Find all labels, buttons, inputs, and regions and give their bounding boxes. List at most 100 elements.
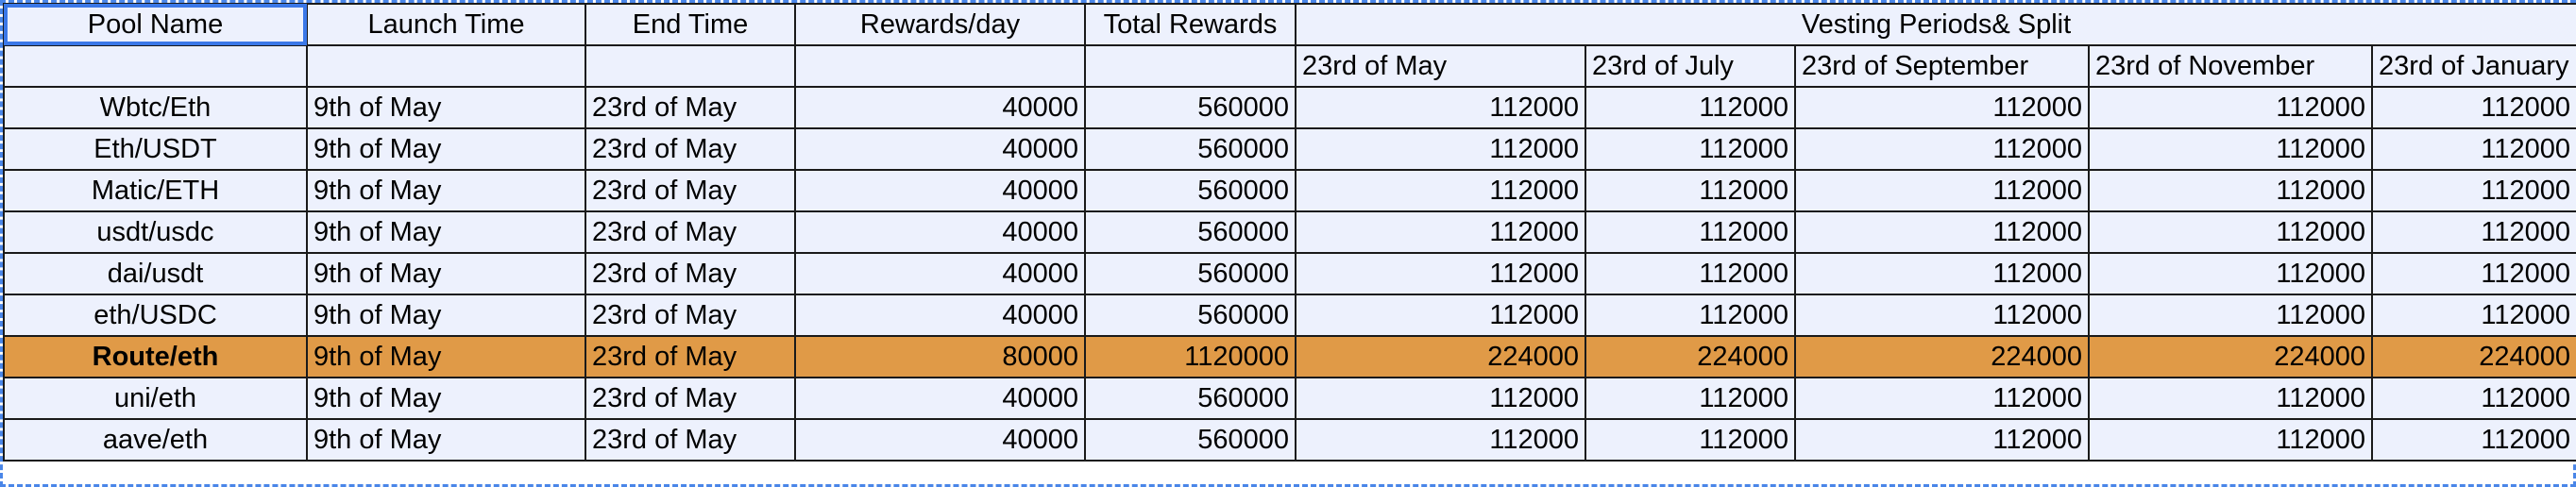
cell-total-rewards[interactable]: 560000	[1084, 86, 1296, 129]
cell-vesting-amount[interactable]: 112000	[1794, 377, 2090, 420]
cell-vesting-amount[interactable]: 224000	[2370, 335, 2576, 378]
header-vesting-date[interactable]: 23rd of November	[2088, 44, 2373, 88]
cell-vesting-amount[interactable]: 112000	[2370, 377, 2576, 420]
cell-pool-name[interactable]: eth/USDC	[3, 294, 308, 337]
cell-total-rewards[interactable]: 560000	[1084, 252, 1296, 295]
cell-total-rewards[interactable]: 560000	[1084, 377, 1296, 420]
cell-vesting-amount[interactable]: 112000	[2088, 127, 2373, 171]
cell-pool-name[interactable]: usdt/usdc	[3, 210, 308, 254]
cell-rewards-per-day[interactable]: 40000	[794, 377, 1086, 420]
cell-vesting-amount[interactable]: 112000	[1585, 418, 1796, 462]
cell-pool-name[interactable]: Wbtc/Eth	[3, 86, 308, 129]
cell-end-time[interactable]: 23rd of May	[585, 127, 796, 171]
cell-pool-name[interactable]: uni/eth	[3, 377, 308, 420]
cell-end-time[interactable]: 23rd of May	[585, 294, 796, 337]
cell-vesting-amount[interactable]: 112000	[2088, 377, 2373, 420]
empty-cell[interactable]	[306, 44, 586, 88]
cell-rewards-per-day[interactable]: 40000	[794, 418, 1086, 462]
cell-total-rewards[interactable]: 560000	[1084, 210, 1296, 254]
cell-launch-time[interactable]: 9th of May	[306, 294, 586, 337]
cell-vesting-amount[interactable]: 112000	[1585, 210, 1796, 254]
cell-vesting-amount[interactable]: 112000	[1295, 210, 1586, 254]
header-vesting-periods[interactable]: Vesting Periods& Split	[1294, 3, 2576, 46]
cell-vesting-amount[interactable]: 112000	[2088, 418, 2373, 462]
header-rewards-per-day[interactable]: Rewards/day	[794, 3, 1086, 46]
header-end-time[interactable]: End Time	[585, 3, 796, 46]
cell-vesting-amount[interactable]: 112000	[1585, 294, 1796, 337]
empty-cell[interactable]	[794, 44, 1086, 88]
cell-vesting-amount[interactable]: 112000	[1295, 377, 1586, 420]
header-vesting-date[interactable]: 23rd of July	[1585, 44, 1796, 88]
cell-rewards-per-day[interactable]: 40000	[794, 86, 1086, 129]
cell-vesting-amount[interactable]: 112000	[1295, 418, 1586, 462]
header-vesting-date[interactable]: 23rd of January	[2370, 44, 2576, 88]
cell-launch-time[interactable]: 9th of May	[306, 169, 586, 212]
cell-vesting-amount[interactable]: 112000	[2370, 169, 2576, 212]
cell-vesting-amount[interactable]: 112000	[1295, 169, 1586, 212]
cell-vesting-amount[interactable]: 112000	[1585, 127, 1796, 171]
cell-vesting-amount[interactable]: 112000	[1585, 169, 1796, 212]
cell-total-rewards[interactable]: 560000	[1084, 418, 1296, 462]
header-vesting-date[interactable]: 23rd of September	[1794, 44, 2090, 88]
cell-total-rewards[interactable]: 1120000	[1084, 335, 1296, 378]
cell-vesting-amount[interactable]: 112000	[2088, 294, 2373, 337]
cell-vesting-amount[interactable]: 112000	[2370, 127, 2576, 171]
cell-rewards-per-day[interactable]: 40000	[794, 294, 1086, 337]
cell-vesting-amount[interactable]: 112000	[1585, 86, 1796, 129]
cell-launch-time[interactable]: 9th of May	[306, 418, 586, 462]
cell-vesting-amount[interactable]: 112000	[2370, 86, 2576, 129]
cell-vesting-amount[interactable]: 112000	[2370, 252, 2576, 295]
cell-vesting-amount[interactable]: 112000	[2370, 418, 2576, 462]
cell-rewards-per-day[interactable]: 80000	[794, 335, 1086, 378]
cell-vesting-amount[interactable]: 112000	[2088, 169, 2373, 212]
cell-pool-name[interactable]: aave/eth	[3, 418, 308, 462]
cell-launch-time[interactable]: 9th of May	[306, 252, 586, 295]
cell-vesting-amount[interactable]: 112000	[1794, 127, 2090, 171]
cell-vesting-amount[interactable]: 224000	[1794, 335, 2090, 378]
cell-vesting-amount[interactable]: 112000	[2088, 210, 2373, 254]
cell-vesting-amount[interactable]: 112000	[1295, 127, 1586, 171]
cell-total-rewards[interactable]: 560000	[1084, 294, 1296, 337]
cell-vesting-amount[interactable]: 224000	[1295, 335, 1586, 378]
cell-vesting-amount[interactable]: 112000	[2088, 252, 2373, 295]
cell-pool-name[interactable]: Route/eth	[3, 335, 308, 378]
empty-cell[interactable]	[3, 44, 308, 88]
cell-vesting-amount[interactable]: 112000	[1794, 294, 2090, 337]
header-pool-name[interactable]: Pool Name	[3, 3, 308, 46]
cell-vesting-amount[interactable]: 112000	[1794, 210, 2090, 254]
cell-end-time[interactable]: 23rd of May	[585, 86, 796, 129]
cell-vesting-amount[interactable]: 112000	[1295, 86, 1586, 129]
cell-launch-time[interactable]: 9th of May	[306, 210, 586, 254]
cell-vesting-amount[interactable]: 224000	[1585, 335, 1796, 378]
cell-launch-time[interactable]: 9th of May	[306, 86, 586, 129]
cell-vesting-amount[interactable]: 112000	[1794, 86, 2090, 129]
header-total-rewards[interactable]: Total Rewards	[1084, 3, 1296, 46]
cell-vesting-amount[interactable]: 112000	[1295, 294, 1586, 337]
cell-rewards-per-day[interactable]: 40000	[794, 252, 1086, 295]
cell-pool-name[interactable]: Matic/ETH	[3, 169, 308, 212]
cell-launch-time[interactable]: 9th of May	[306, 377, 586, 420]
cell-vesting-amount[interactable]: 112000	[1794, 418, 2090, 462]
cell-rewards-per-day[interactable]: 40000	[794, 127, 1086, 171]
cell-end-time[interactable]: 23rd of May	[585, 210, 796, 254]
cell-end-time[interactable]: 23rd of May	[585, 335, 796, 378]
empty-cell[interactable]	[585, 44, 796, 88]
cell-vesting-amount[interactable]: 112000	[2370, 210, 2576, 254]
cell-vesting-amount[interactable]: 224000	[2088, 335, 2373, 378]
cell-vesting-amount[interactable]: 112000	[2370, 294, 2576, 337]
cell-total-rewards[interactable]: 560000	[1084, 127, 1296, 171]
cell-launch-time[interactable]: 9th of May	[306, 335, 586, 378]
cell-rewards-per-day[interactable]: 40000	[794, 169, 1086, 212]
cell-vesting-amount[interactable]: 112000	[1585, 252, 1796, 295]
cell-vesting-amount[interactable]: 112000	[1585, 377, 1796, 420]
header-vesting-date[interactable]: 23rd of May	[1295, 44, 1586, 88]
cell-end-time[interactable]: 23rd of May	[585, 418, 796, 462]
cell-launch-time[interactable]: 9th of May	[306, 127, 586, 171]
cell-pool-name[interactable]: Eth/USDT	[3, 127, 308, 171]
cell-pool-name[interactable]: dai/usdt	[3, 252, 308, 295]
cell-end-time[interactable]: 23rd of May	[585, 169, 796, 212]
cell-vesting-amount[interactable]: 112000	[2088, 86, 2373, 129]
cell-vesting-amount[interactable]: 112000	[1794, 169, 2090, 212]
cell-end-time[interactable]: 23rd of May	[585, 252, 796, 295]
cell-vesting-amount[interactable]: 112000	[1295, 252, 1586, 295]
